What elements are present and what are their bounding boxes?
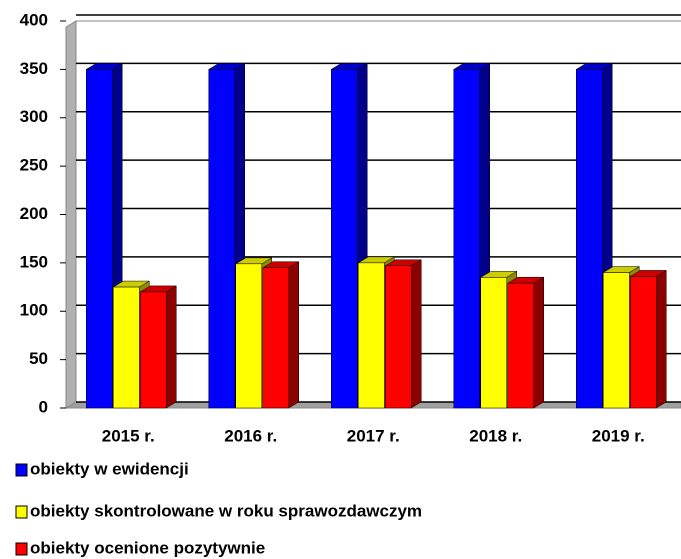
bar — [262, 267, 289, 409]
bar-side — [656, 269, 667, 409]
bar — [113, 286, 140, 409]
legend-label: obiekty skontrolowane w roku sprawozdawc… — [30, 501, 422, 520]
legend-swatch — [15, 463, 28, 477]
x-tick-label: 2017 r. — [347, 426, 400, 445]
legend-swatch — [15, 505, 28, 519]
bar — [576, 69, 603, 409]
y-tick-label: 350 — [20, 59, 48, 78]
bar — [358, 262, 385, 409]
bar-side — [411, 259, 422, 409]
bar — [235, 263, 262, 409]
x-tick-label: 2015 r. — [102, 426, 155, 445]
y-tick-label: 300 — [20, 107, 48, 126]
y-tick-label: 0 — [39, 397, 48, 416]
side-wall — [65, 20, 77, 409]
bar — [630, 276, 657, 409]
bar-side — [533, 276, 544, 409]
x-tick-label: 2019 r. — [592, 426, 645, 445]
x-tick-label: 2016 r. — [224, 426, 277, 445]
bar — [140, 291, 167, 409]
bar — [480, 277, 507, 409]
legend-label: obiekty w ewidencji — [30, 459, 189, 478]
bar — [507, 282, 534, 409]
bar — [331, 69, 358, 409]
bar — [86, 69, 113, 409]
y-tick-label: 50 — [29, 349, 48, 368]
bar — [385, 265, 412, 409]
y-tick-label: 150 — [20, 252, 48, 271]
legend-label: obiekty ocenione pozytywnie — [30, 538, 265, 557]
y-tick-label: 100 — [20, 301, 48, 320]
bar-side — [288, 261, 299, 409]
y-tick-label: 400 — [20, 10, 48, 29]
bar — [208, 69, 235, 409]
bar-side — [166, 285, 177, 409]
y-tick-label: 200 — [20, 204, 48, 223]
legend-swatch — [15, 542, 28, 556]
bar — [603, 272, 630, 409]
bar — [453, 69, 480, 409]
y-tick-label: 250 — [20, 156, 48, 175]
x-tick-label: 2018 r. — [469, 426, 522, 445]
